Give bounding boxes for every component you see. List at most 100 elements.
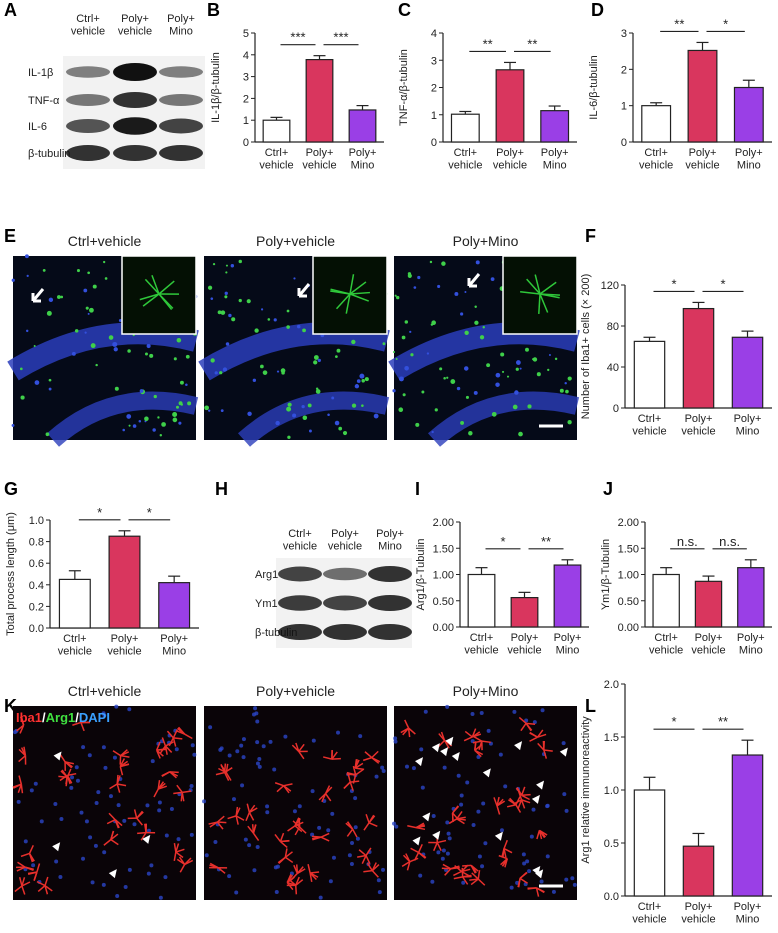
nucleus xyxy=(522,852,526,856)
stain-label: Iba1/Arg1/DAPI xyxy=(16,710,110,725)
cell xyxy=(327,413,330,416)
nucleus xyxy=(546,854,550,858)
significance-label: ** xyxy=(527,36,537,51)
cell xyxy=(122,429,125,432)
microglia-process xyxy=(347,774,356,775)
y-tick-label: 0.5 xyxy=(604,838,619,850)
cell xyxy=(147,344,151,348)
nucleus xyxy=(24,839,28,843)
nucleus xyxy=(430,880,434,884)
cell xyxy=(277,371,279,373)
cell xyxy=(114,347,118,351)
cell xyxy=(352,403,356,407)
cell xyxy=(21,396,25,400)
nucleus xyxy=(377,878,381,882)
cell xyxy=(173,418,178,423)
y-tick-label: 80 xyxy=(607,321,619,333)
nucleus xyxy=(269,740,273,744)
cell xyxy=(287,310,290,313)
blot-band xyxy=(368,595,412,611)
blot-band xyxy=(66,94,110,106)
nucleus xyxy=(350,862,354,866)
cell xyxy=(103,261,105,263)
nucleus xyxy=(122,819,126,823)
y-axis-label: IL-1β/β-tubulin xyxy=(210,52,222,123)
y-axis-label: IL-6/β-tubulin xyxy=(588,55,600,119)
cell xyxy=(302,328,306,332)
cell xyxy=(446,377,448,379)
cell xyxy=(85,332,87,334)
cell xyxy=(568,376,572,380)
nucleus xyxy=(232,797,236,801)
nucleus xyxy=(405,765,409,769)
nucleus xyxy=(447,832,451,836)
cell xyxy=(95,364,97,366)
nucleus xyxy=(190,784,194,788)
bar xyxy=(109,536,140,628)
cell xyxy=(213,263,215,265)
y-tick-label: 0.50 xyxy=(433,596,454,608)
x-tick-label: Ctrl+vehicle xyxy=(639,147,673,172)
y-tick-label: 1.0 xyxy=(604,785,619,797)
nucleus xyxy=(234,891,238,895)
x-tick-label: Ctrl+vehicle xyxy=(259,147,293,172)
blot-row-label: β-tubulin xyxy=(28,148,70,160)
nucleus xyxy=(530,835,534,839)
y-tick-label: 2.0 xyxy=(604,679,619,691)
cell xyxy=(160,434,162,436)
x-tick-label: Ctrl+vehicle xyxy=(649,632,683,657)
y-tick-label: 2 xyxy=(243,93,249,105)
cell xyxy=(127,349,131,353)
significance-label: * xyxy=(671,276,676,291)
nucleus xyxy=(512,710,516,714)
cell xyxy=(254,328,258,332)
microglia-process xyxy=(157,749,166,750)
cell xyxy=(337,349,341,353)
cell xyxy=(476,260,480,264)
microglia-process xyxy=(137,833,146,834)
cell xyxy=(427,352,429,354)
blot-band xyxy=(368,566,412,582)
bar xyxy=(653,575,679,628)
cell xyxy=(12,424,15,427)
blot-band xyxy=(159,66,203,78)
blot-band xyxy=(113,92,157,108)
cell xyxy=(533,357,537,361)
bar xyxy=(59,579,90,628)
nucleus xyxy=(114,705,118,709)
nucleus xyxy=(76,779,80,783)
nucleus xyxy=(499,753,503,757)
cell xyxy=(20,368,23,371)
blot-band xyxy=(323,624,367,640)
cell xyxy=(226,265,228,267)
panel-letter: C xyxy=(398,0,411,20)
blot-band xyxy=(159,145,203,161)
panel-letter: H xyxy=(215,479,228,499)
cell xyxy=(316,388,318,390)
cell xyxy=(88,313,90,315)
microglia-process xyxy=(310,872,319,873)
significance-label: n.s. xyxy=(677,534,698,549)
y-tick-label: 0.00 xyxy=(618,622,639,634)
cell xyxy=(513,405,518,410)
cell xyxy=(441,261,445,265)
nucleus xyxy=(132,822,136,826)
nucleus xyxy=(157,808,161,812)
y-tick-label: 3 xyxy=(621,28,627,40)
cell xyxy=(35,380,40,385)
nucleus xyxy=(541,708,545,712)
cell xyxy=(417,276,420,279)
nucleus xyxy=(127,707,131,711)
lane-label: Poly+vehicle xyxy=(118,13,152,38)
cell xyxy=(443,377,446,380)
cell xyxy=(474,321,478,325)
bar xyxy=(451,114,479,142)
cell xyxy=(549,354,551,356)
blot-band xyxy=(278,567,322,582)
nucleus xyxy=(545,804,549,808)
cell xyxy=(374,414,379,419)
y-tick-label: 0 xyxy=(243,137,249,149)
cell xyxy=(172,412,177,417)
nucleus xyxy=(54,860,58,864)
y-tick-label: 3 xyxy=(431,55,437,67)
